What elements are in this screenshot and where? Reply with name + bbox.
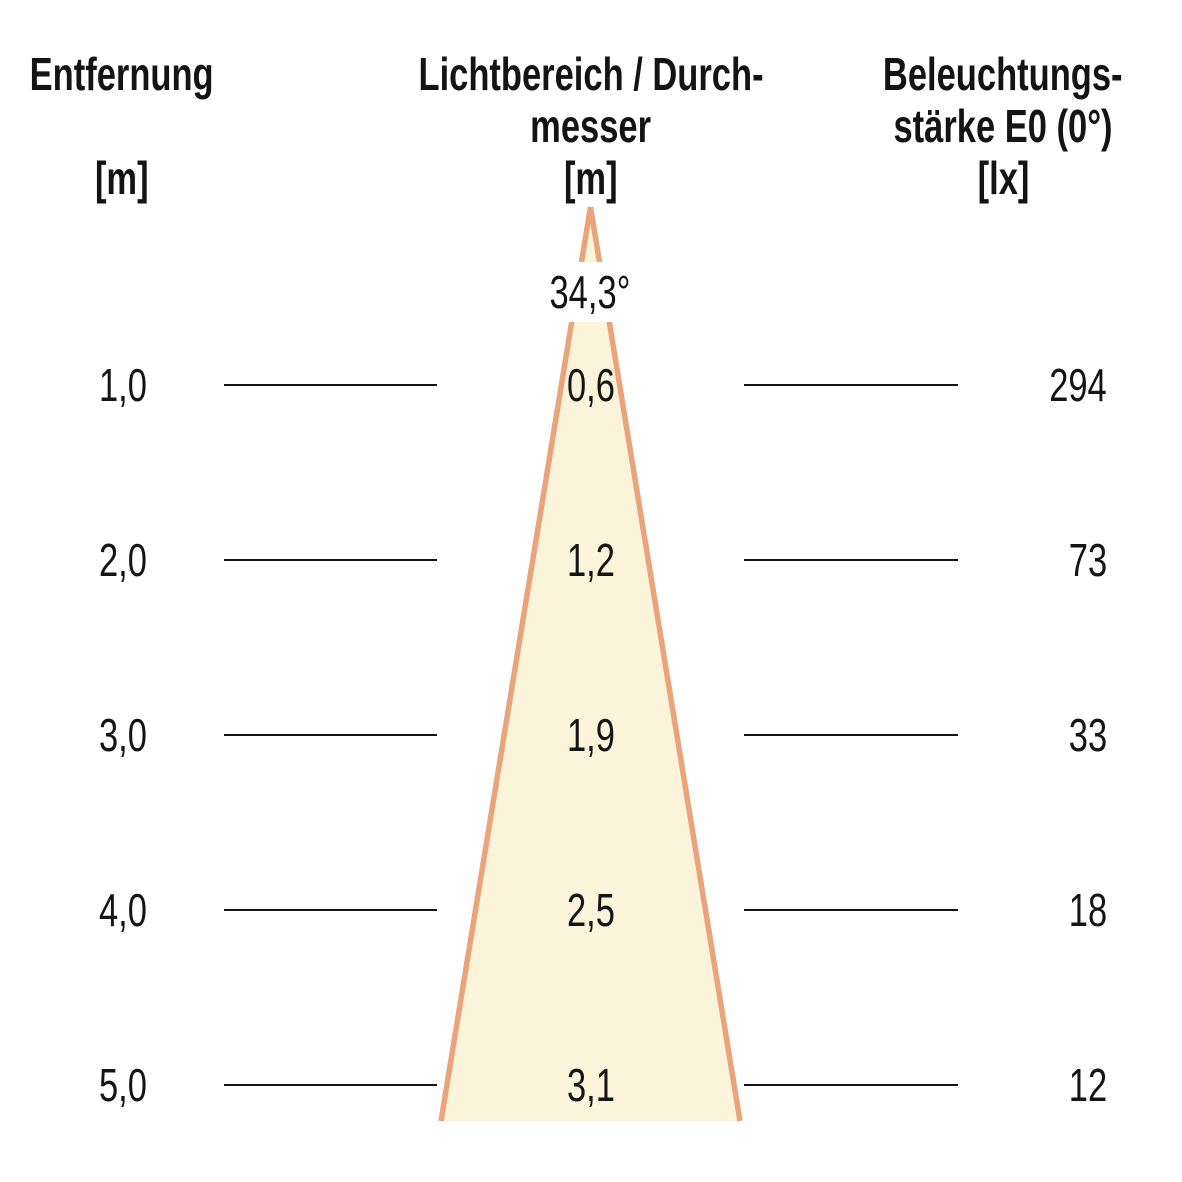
illuminance-value: 18 — [1068, 884, 1107, 936]
connector-line-left — [224, 384, 437, 386]
diameter-value: 3,1 — [566, 1059, 615, 1111]
column-header-distance-line1: Entfernung — [30, 48, 214, 100]
distance-value: 3,0 — [99, 709, 147, 761]
column-header-distance: Entfernung [m] — [0, 48, 272, 204]
diameter-value: 1,9 — [566, 709, 615, 761]
distance-value: 5,0 — [99, 1059, 147, 1111]
distance-value: 4,0 — [99, 884, 147, 936]
column-header-illuminance-unit: [lx] — [977, 152, 1029, 204]
connector-line-left — [224, 734, 437, 736]
column-header-diameter-unit: [m] — [564, 152, 618, 204]
beam-angle-label: 34,3° — [535, 262, 645, 322]
column-header-diameter: Lichtbereich / Durch- messer [m] — [361, 48, 821, 204]
connector-line-left — [224, 909, 437, 911]
column-header-distance-unit: [m] — [95, 152, 149, 204]
illuminance-value: 294 — [1049, 359, 1107, 411]
connector-line-right — [744, 734, 958, 736]
connector-line-right — [744, 909, 958, 911]
column-header-diameter-line2: messer — [530, 100, 652, 152]
illuminance-value: 73 — [1068, 534, 1107, 586]
illuminance-value: 33 — [1068, 709, 1107, 761]
column-header-illuminance-line1: Beleuchtungs- — [883, 48, 1123, 100]
illuminance-value: 12 — [1068, 1059, 1107, 1111]
connector-line-left — [224, 1084, 437, 1086]
column-header-distance-line2 — [0, 100, 272, 152]
connector-line-right — [744, 1084, 958, 1086]
cone-right-edge — [587, 206, 743, 1122]
distance-value: 1,0 — [99, 359, 147, 411]
connector-line-right — [744, 384, 958, 386]
connector-line-right — [744, 559, 958, 561]
column-header-illuminance-line2: stärke E0 (0°) — [893, 100, 1113, 152]
column-header-illuminance: Beleuchtungs- stärke E0 (0°) [lx] — [773, 48, 1182, 204]
diameter-value: 1,2 — [566, 534, 615, 586]
light-cone-fill — [441, 207, 740, 1121]
cone-left-edge — [438, 206, 594, 1122]
column-header-diameter-line1: Lichtbereich / Durch- — [418, 48, 764, 100]
diameter-value: 0,6 — [566, 359, 615, 411]
distance-value: 2,0 — [99, 534, 147, 586]
diameter-value: 2,5 — [566, 884, 615, 936]
connector-line-left — [224, 559, 437, 561]
